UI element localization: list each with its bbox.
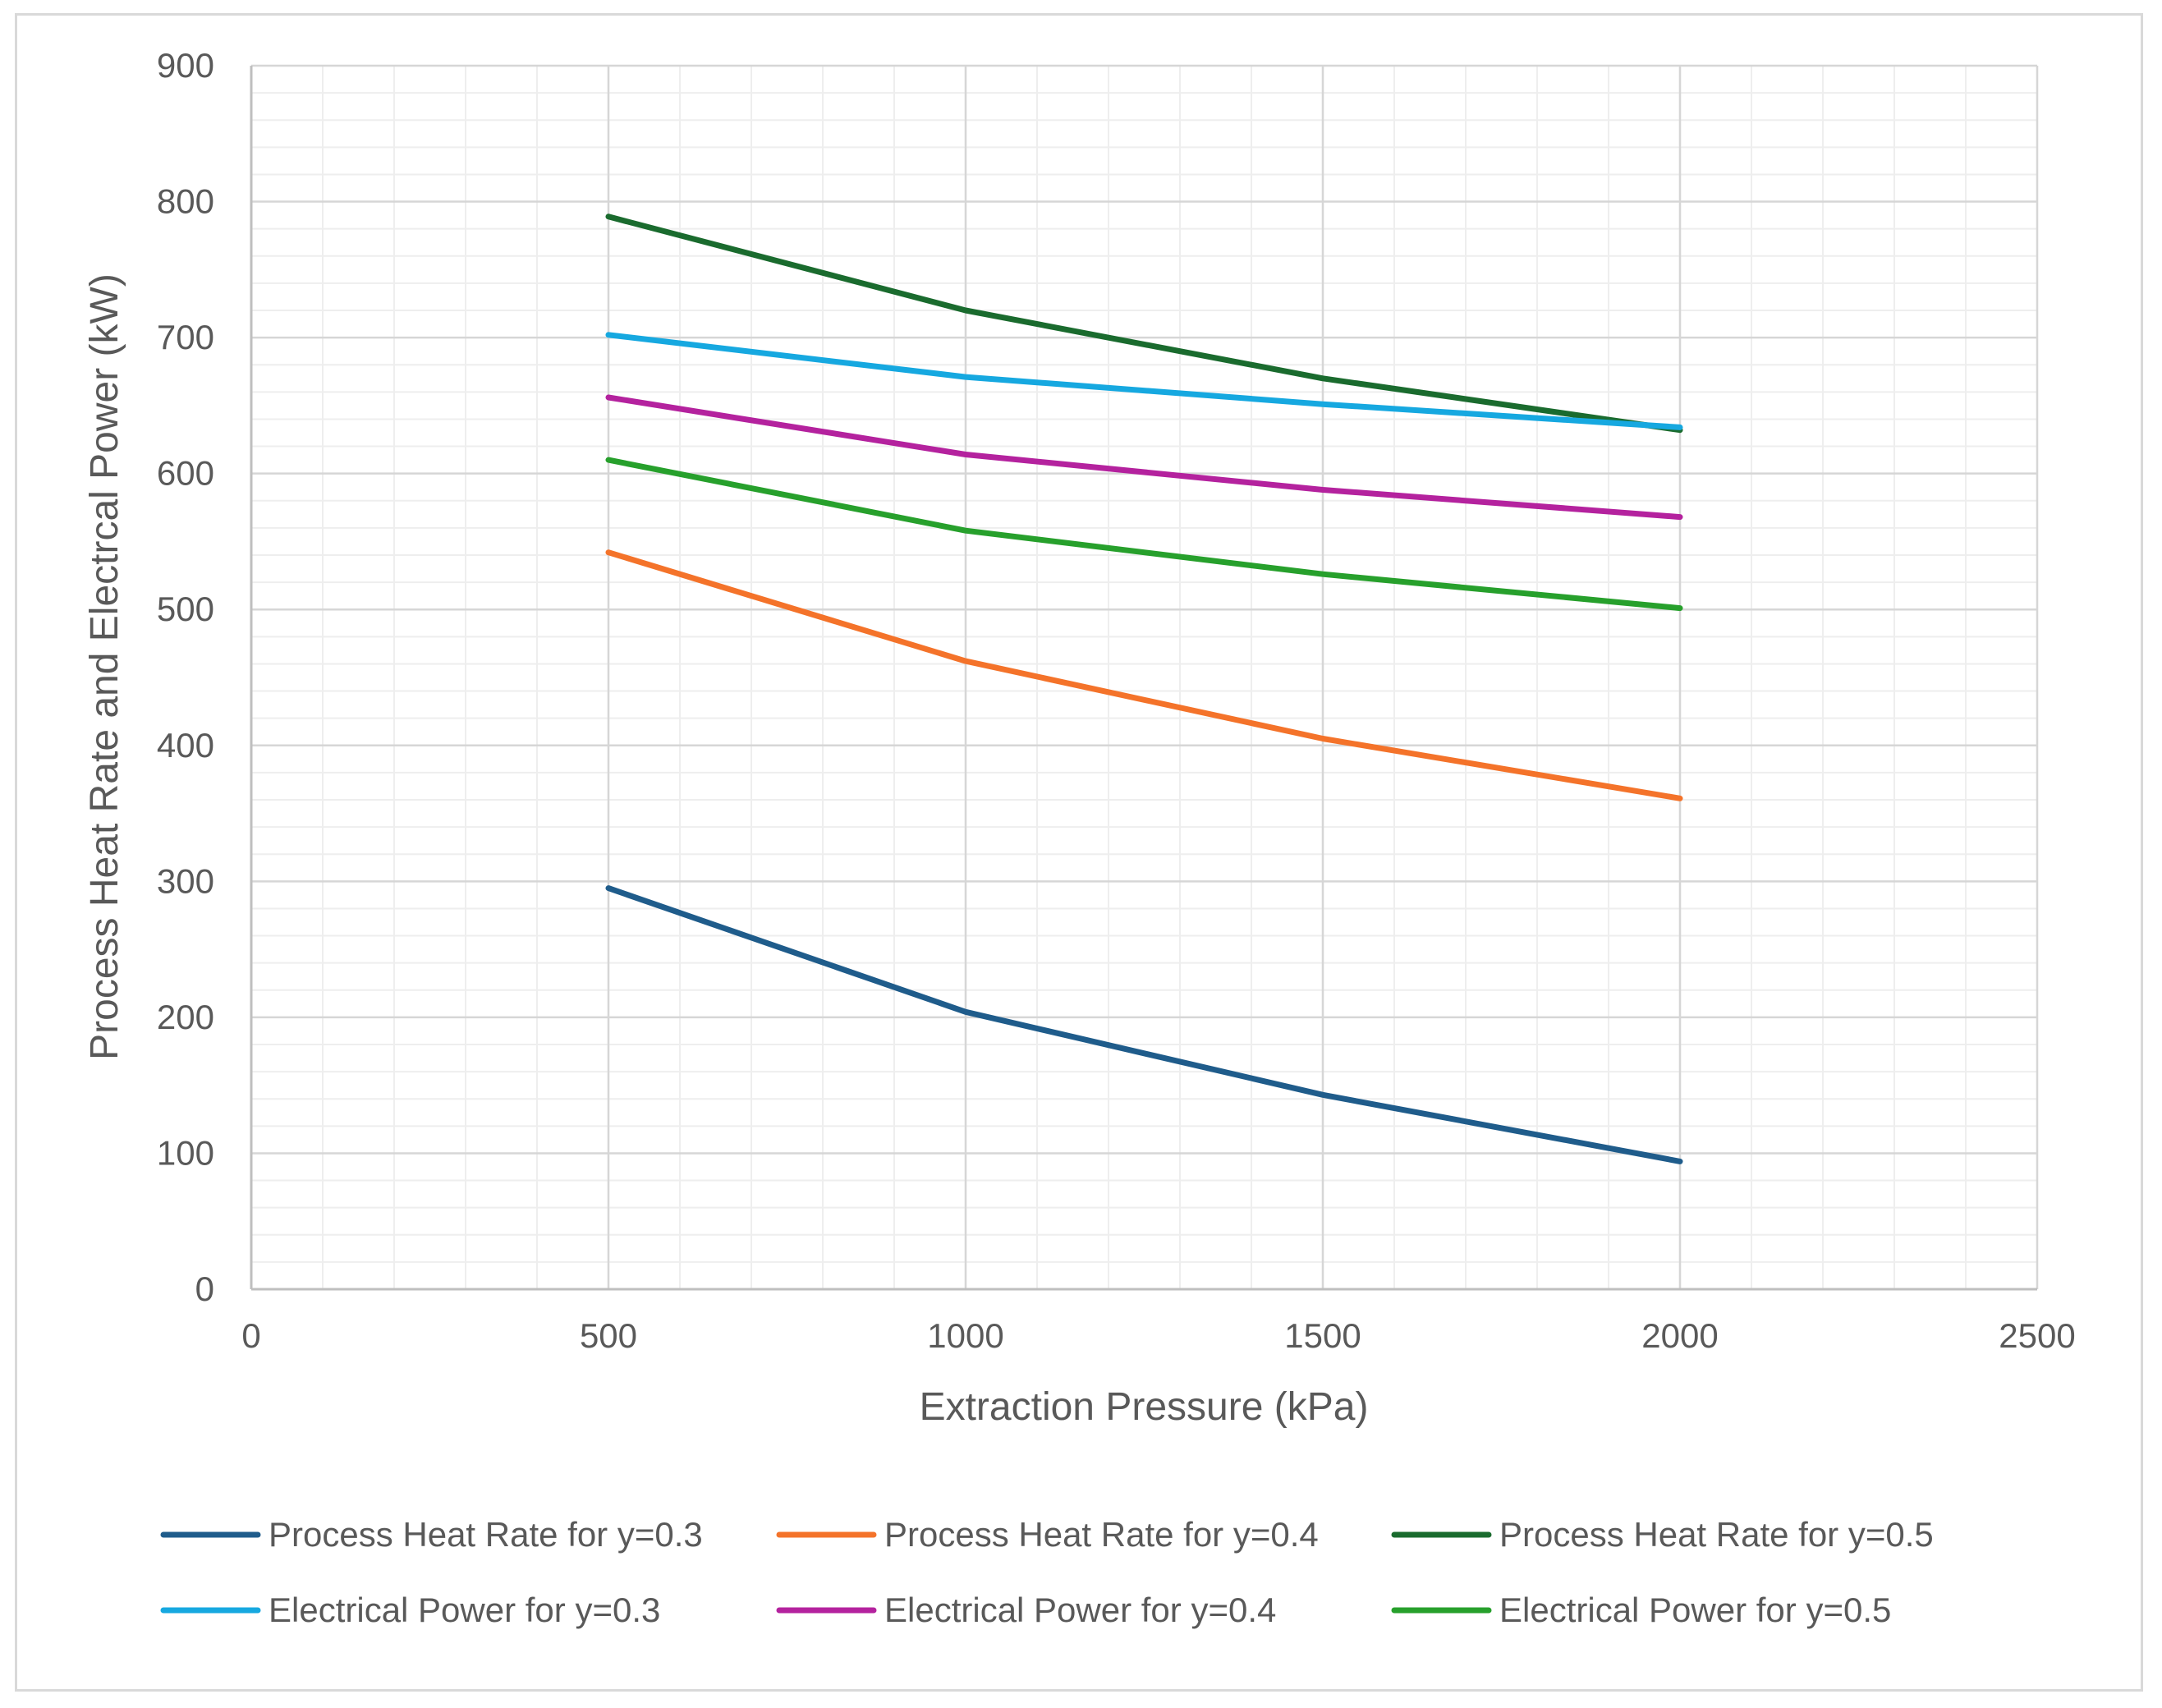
legend-label: Process Heat Rate for y=0.4	[884, 1515, 1319, 1554]
y-tick-label: 0	[195, 1270, 214, 1308]
legend-item: Electrical Power for y=0.5	[1391, 1591, 1891, 1629]
x-tick-label: 2000	[1641, 1316, 1718, 1355]
x-tick-labels: 0 500 1000 1500 2000 2500	[241, 1316, 2075, 1355]
legend-label: Process Heat Rate for y=0.3	[269, 1515, 703, 1554]
legend-item: Process Heat Rate for y=0.5	[1391, 1515, 1934, 1554]
series-line-4	[605, 332, 1683, 430]
legend-item: Process Heat Rate for y=0.3	[160, 1515, 703, 1554]
y-tick-label: 900	[157, 46, 214, 85]
y-tick-labels: 0 100 200 300 400 500 600 700 800 900	[157, 46, 214, 1308]
y-tick-label: 400	[157, 726, 214, 764]
series-line-6	[605, 457, 1683, 612]
legend: Process Heat Rate for y=0.3 Process Heat …	[160, 1515, 1934, 1629]
y-tick-label: 300	[157, 861, 214, 900]
chart-frame: 0 500 1000 1500 2000 2500 0 100 200 300 400 500 600…	[15, 13, 2143, 1692]
series-line-1	[605, 885, 1683, 1164]
x-tick-label: 500	[580, 1316, 637, 1355]
x-tick-label: 1000	[927, 1316, 1003, 1355]
y-tick-label: 500	[157, 590, 214, 628]
legend-label: Electrical Power for y=0.5	[1499, 1591, 1891, 1629]
legend-label: Electrical Power for y=0.3	[269, 1591, 660, 1629]
y-tick-label: 800	[157, 182, 214, 221]
y-tick-label: 200	[157, 998, 214, 1036]
axes	[250, 66, 2037, 1291]
legend-item: Electrical Power for y=0.3	[160, 1591, 660, 1629]
legend-label: Process Heat Rate for y=0.5	[1499, 1515, 1934, 1554]
y-axis-title: Process Heat Rate and Electrcal Power (k…	[83, 273, 126, 1060]
series-lines	[605, 214, 1683, 1164]
x-tick-label: 0	[241, 1316, 260, 1355]
legend-label: Electrical Power for y=0.4	[884, 1591, 1276, 1629]
y-tick-label: 700	[157, 318, 214, 356]
legend-item: Electrical Power for y=0.4	[776, 1591, 1276, 1629]
line-chart: 0 500 1000 1500 2000 2500 0 100 200 300 400 500 600…	[83, 46, 2076, 1629]
legend-item: Process Heat Rate for y=0.4	[776, 1515, 1319, 1554]
x-tick-label: 1500	[1284, 1316, 1361, 1355]
x-tick-label: 2500	[1999, 1316, 2075, 1355]
major-gridlines	[250, 64, 2039, 1291]
minor-gridlines	[251, 66, 2037, 1289]
x-axis-title: Extraction Pressure (kPa)	[920, 1385, 1369, 1429]
y-tick-label: 600	[157, 454, 214, 493]
y-tick-label: 100	[157, 1133, 214, 1172]
series-line-5	[605, 394, 1683, 521]
series-line-2	[605, 549, 1683, 801]
series-line-3	[605, 214, 1683, 434]
